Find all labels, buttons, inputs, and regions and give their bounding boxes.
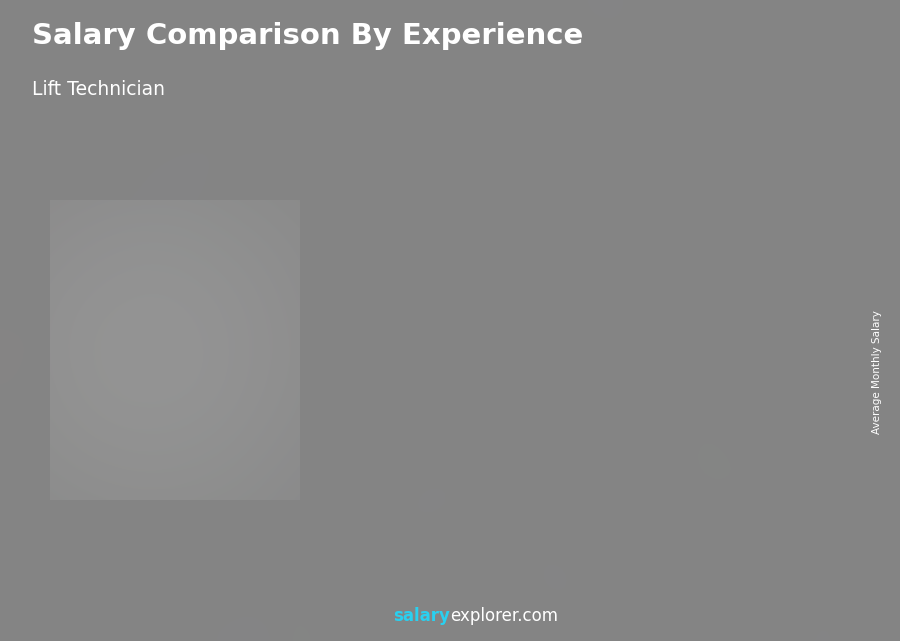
Text: +9%: +9% — [533, 238, 578, 256]
Text: 2,980 MYR: 2,980 MYR — [566, 265, 645, 278]
Polygon shape — [573, 297, 645, 570]
Text: +21%: +21% — [401, 257, 460, 275]
Polygon shape — [449, 321, 521, 570]
Text: explorer.com: explorer.com — [450, 607, 558, 625]
Polygon shape — [770, 271, 787, 570]
Text: 2,250 MYR: 2,250 MYR — [317, 335, 396, 348]
Text: Average Monthly Salary: Average Monthly Salary — [872, 310, 883, 434]
Text: Salary Comparison By Experience: Salary Comparison By Experience — [32, 22, 583, 51]
Text: +34%: +34% — [152, 353, 211, 370]
Polygon shape — [752, 31, 766, 48]
Polygon shape — [324, 365, 396, 570]
Text: 3,130 MYR: 3,130 MYR — [691, 251, 770, 264]
Text: Lift Technician: Lift Technician — [32, 80, 165, 99]
Polygon shape — [199, 405, 288, 412]
Polygon shape — [75, 447, 163, 453]
Polygon shape — [199, 412, 272, 570]
Text: salary: salary — [393, 607, 450, 625]
Polygon shape — [324, 355, 412, 365]
Text: +30%: +30% — [277, 301, 335, 319]
Text: +5%: +5% — [657, 226, 703, 244]
Polygon shape — [272, 405, 288, 570]
Polygon shape — [75, 453, 147, 570]
Polygon shape — [698, 284, 770, 570]
Polygon shape — [573, 285, 661, 297]
Polygon shape — [396, 355, 412, 570]
Polygon shape — [698, 271, 787, 284]
Polygon shape — [521, 310, 537, 570]
Text: 1,730 MYR: 1,730 MYR — [192, 385, 272, 398]
Polygon shape — [645, 285, 662, 570]
Text: 2,720 MYR: 2,720 MYR — [442, 290, 521, 303]
Circle shape — [735, 28, 753, 49]
Polygon shape — [449, 310, 537, 321]
Polygon shape — [147, 447, 163, 570]
Wedge shape — [729, 25, 751, 52]
Bar — [720, 22, 774, 54]
Text: 1,290 MYR: 1,290 MYR — [68, 427, 147, 440]
